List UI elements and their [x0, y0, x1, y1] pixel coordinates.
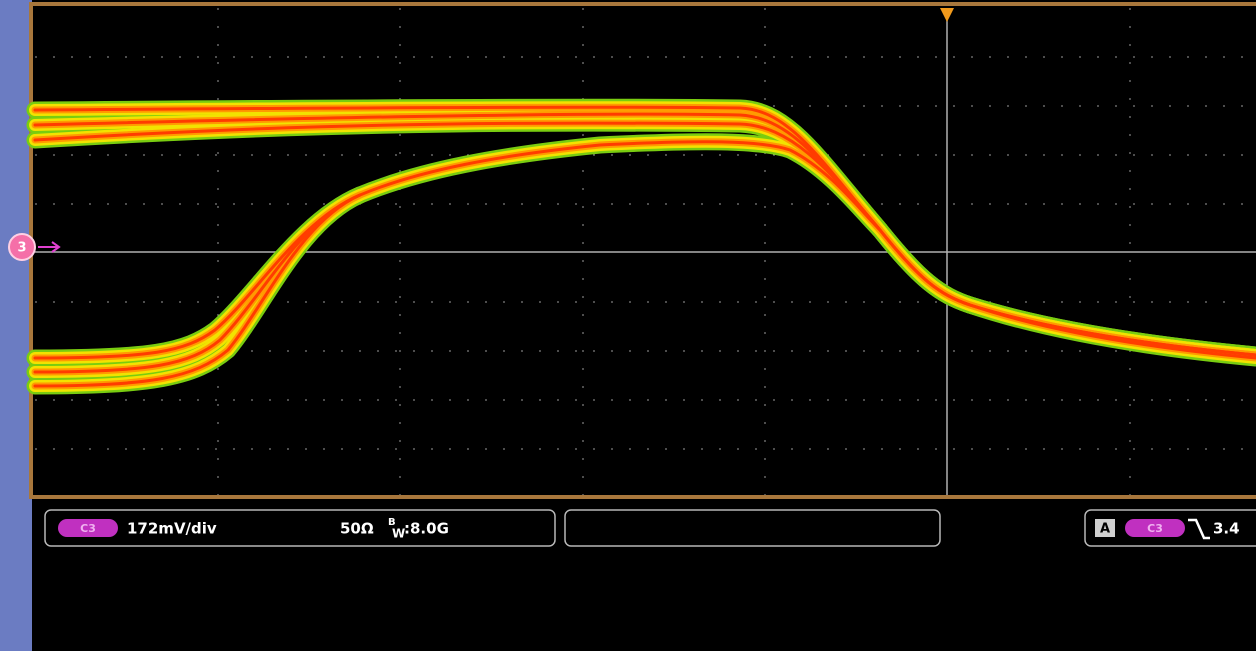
trigger-source-label: A — [1100, 522, 1110, 537]
channel-marker-label: 3 — [17, 241, 26, 256]
channel-info-box: C3 172mV/div 50Ω B W :8.0G — [45, 510, 555, 546]
graticule-frame — [31, 4, 1256, 497]
empty-info-box — [565, 510, 940, 546]
vertical-scale: 172mV/div — [127, 520, 217, 538]
bandwidth-value: :8.0G — [404, 520, 449, 538]
info-box — [45, 510, 555, 546]
oscilloscope-screen: 3 C3 172mV/div 50Ω B W :8.0G A C3 3.4 — [0, 0, 1256, 651]
channel-badge-label: C3 — [80, 522, 96, 535]
trigger-channel-badge-label: C3 — [1147, 522, 1163, 535]
impedance: 50Ω — [340, 520, 374, 538]
trigger-level: 3.4 — [1213, 520, 1240, 538]
side-bar — [0, 0, 32, 651]
trigger-info-box: A C3 3.4 — [1085, 510, 1256, 546]
